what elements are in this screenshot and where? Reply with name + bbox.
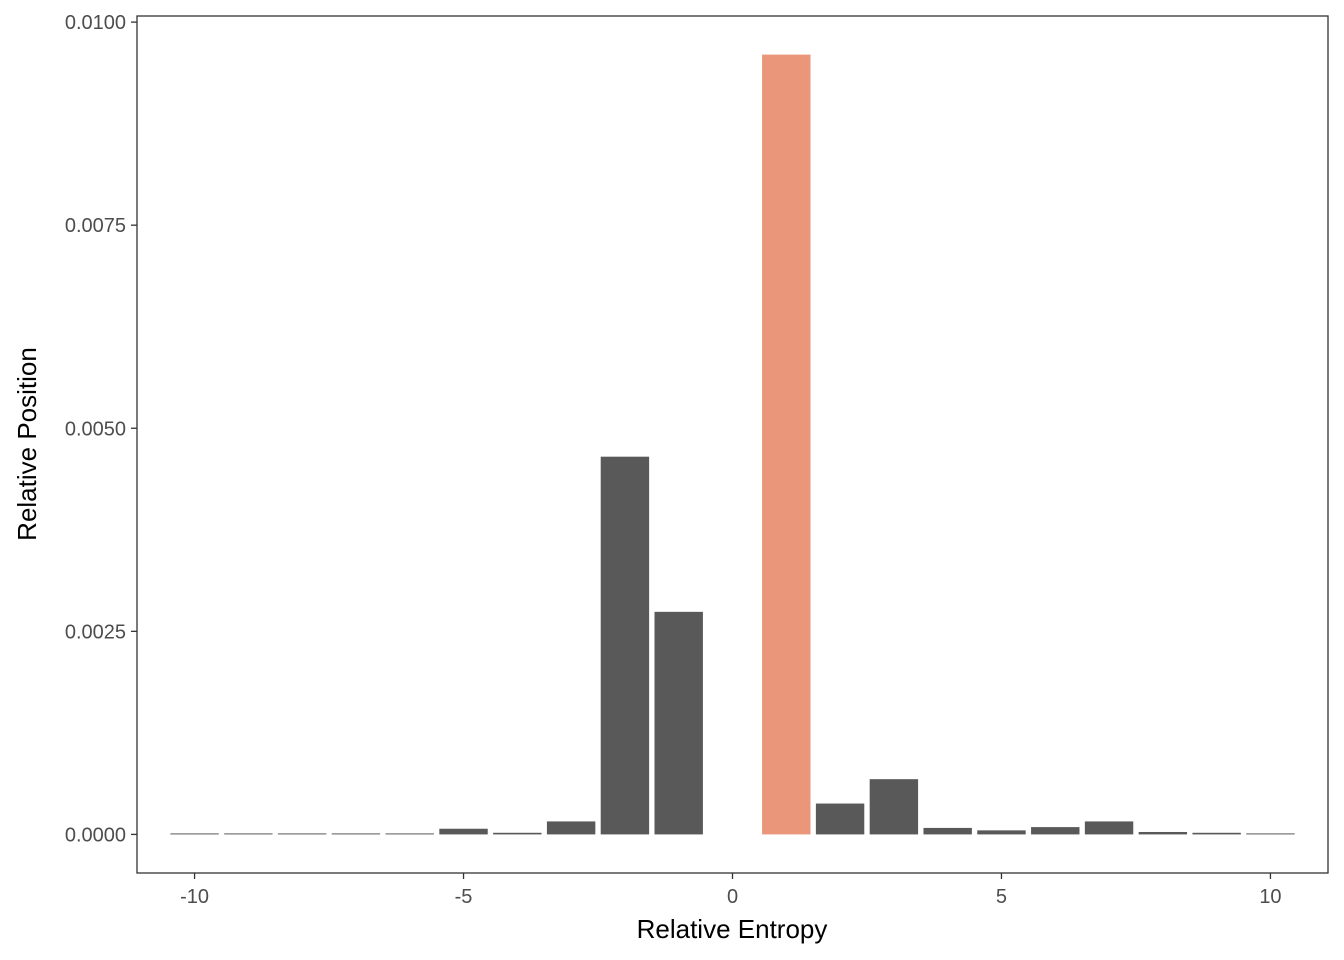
bar-x-4 <box>923 827 972 835</box>
x-tick-label: -10 <box>180 886 209 908</box>
y-tick-label: 0.0025 <box>65 621 126 643</box>
bar-x--10 <box>170 833 219 835</box>
bar-x-8 <box>1138 831 1188 835</box>
bar-x-9 <box>1192 832 1241 835</box>
x-axis: -10 -5 0 5 10 <box>180 873 1282 908</box>
bars-group <box>170 54 1295 835</box>
y-tick-label: 0.0075 <box>65 215 126 237</box>
x-tick-label: -5 <box>455 886 473 908</box>
bar-x--5 <box>439 828 488 835</box>
y-tick-label: 0.0050 <box>65 418 126 440</box>
bar-x-7 <box>1084 821 1134 835</box>
bar-x-10 <box>1246 833 1295 835</box>
bar-x-1 <box>762 54 811 835</box>
bar-x--6 <box>385 833 434 835</box>
x-tick-label: 0 <box>727 886 738 908</box>
bar-x--1 <box>654 611 703 835</box>
bar-x--3 <box>546 821 596 835</box>
bar-x-6 <box>1031 827 1080 835</box>
y-axis: 0.0000 0.0025 0.0050 0.0075 0.0100 <box>65 12 137 846</box>
bar-x--2 <box>600 456 650 835</box>
y-tick-label: 0.0100 <box>65 12 126 34</box>
y-tick-label: 0.0000 <box>65 824 126 846</box>
y-axis-title: Relative Position <box>12 347 42 541</box>
x-tick-label: 10 <box>1259 886 1281 908</box>
bar-x--4 <box>493 832 542 835</box>
plot-panel-border <box>136 15 1329 874</box>
bar-x-3 <box>869 779 919 835</box>
bar-x--7 <box>331 833 381 835</box>
bar-x-2 <box>815 803 865 835</box>
bar-x-5 <box>977 830 1026 835</box>
x-axis-title: Relative Entropy <box>637 914 828 944</box>
x-tick-label: 5 <box>996 886 1007 908</box>
bar-x--8 <box>277 833 327 835</box>
bar-x--9 <box>224 833 273 835</box>
